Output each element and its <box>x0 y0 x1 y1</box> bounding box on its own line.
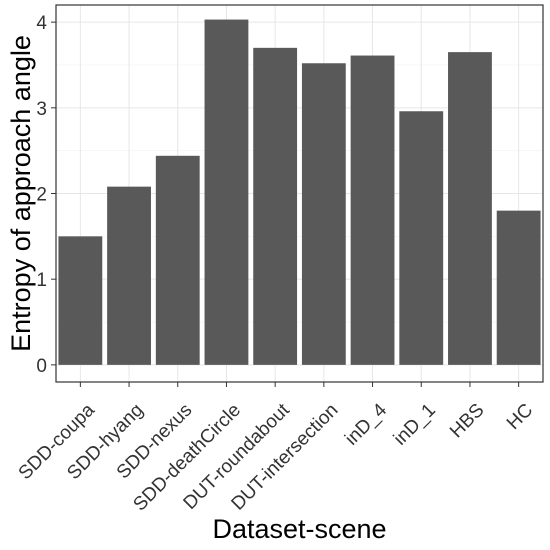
y-tick-label: 1 <box>36 270 47 291</box>
y-tick-label: 3 <box>36 99 47 120</box>
x-axis-title: Dataset-scene <box>212 514 386 544</box>
bar <box>301 63 346 365</box>
bar <box>496 210 541 365</box>
bar <box>399 111 444 365</box>
y-axis: 0 1 2 3 4 <box>36 13 56 377</box>
bar <box>107 186 151 365</box>
y-tick-label: 0 <box>36 356 47 377</box>
bar <box>350 55 395 365</box>
bar <box>58 236 103 365</box>
bars <box>58 19 541 365</box>
bar <box>448 52 492 365</box>
y-tick-label: 2 <box>36 185 47 206</box>
bar <box>253 47 298 365</box>
bar <box>155 155 200 365</box>
bar <box>204 19 249 365</box>
y-axis-title: Entropy of approach angle <box>6 35 36 352</box>
y-tick-label: 4 <box>36 13 47 34</box>
